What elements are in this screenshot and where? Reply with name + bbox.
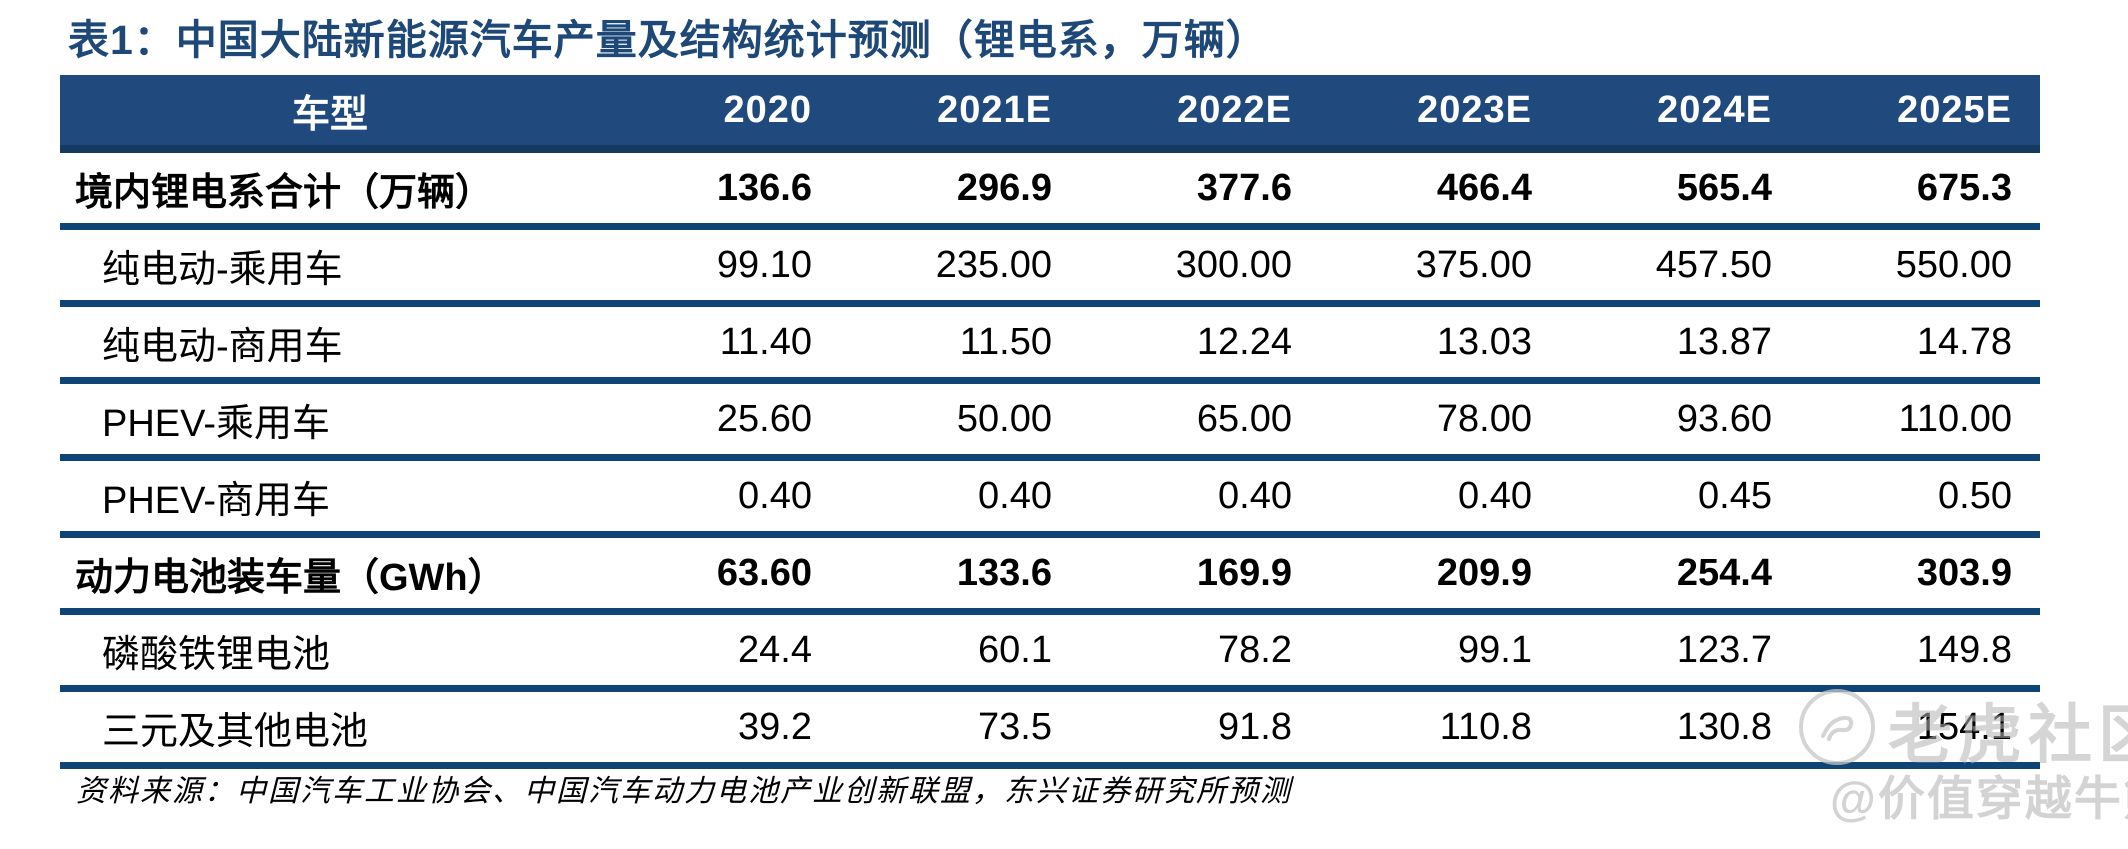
value-cell: 254.4 xyxy=(1560,534,1800,615)
value-cell: 91.8 xyxy=(1080,688,1320,769)
value-cell: 25.60 xyxy=(600,380,840,461)
value-cell: 149.8 xyxy=(1800,611,2040,692)
value-cell: 466.4 xyxy=(1320,149,1560,230)
row-label-cell: 纯电动-商用车 xyxy=(60,303,600,384)
watermark-user-handle: @价值穿越牛熊 xyxy=(1830,772,2128,825)
value-cell: 675.3 xyxy=(1800,149,2040,230)
table-row: 磷酸铁锂电池 24.4 60.1 78.2 99.1 123.7 149.8 xyxy=(60,611,2040,692)
value-cell: 169.9 xyxy=(1080,534,1320,615)
value-cell: 0.45 xyxy=(1560,457,1800,538)
value-cell: 375.00 xyxy=(1320,226,1560,307)
row-label-cell: 动力电池装车量（GWh） xyxy=(60,534,600,615)
value-cell: 110.8 xyxy=(1320,688,1560,769)
value-cell: 60.1 xyxy=(840,611,1080,692)
table-row: PHEV-商用车 0.40 0.40 0.40 0.40 0.45 0.50 xyxy=(60,457,2040,538)
column-header-2024e: 2024E xyxy=(1560,75,1800,153)
value-cell: 99.10 xyxy=(600,226,840,307)
value-cell: 99.1 xyxy=(1320,611,1560,692)
value-cell: 14.78 xyxy=(1800,303,2040,384)
value-cell: 0.40 xyxy=(600,457,840,538)
table-row: PHEV-乘用车 25.60 50.00 65.00 78.00 93.60 1… xyxy=(60,380,2040,461)
table-row: 境内锂电系合计（万辆） 136.6 296.9 377.6 466.4 565.… xyxy=(60,149,2040,230)
value-cell: 133.6 xyxy=(840,534,1080,615)
table-row: 纯电动-商用车 11.40 11.50 12.24 13.03 13.87 14… xyxy=(60,303,2040,384)
table-row: 动力电池装车量（GWh） 63.60 133.6 169.9 209.9 254… xyxy=(60,534,2040,615)
value-cell: 0.50 xyxy=(1800,457,2040,538)
value-cell: 209.9 xyxy=(1320,534,1560,615)
row-label-cell: 纯电动-乘用车 xyxy=(60,226,600,307)
value-cell: 300.00 xyxy=(1080,226,1320,307)
value-cell: 39.2 xyxy=(600,688,840,769)
column-header-2023e: 2023E xyxy=(1320,75,1560,153)
value-cell: 0.40 xyxy=(1320,457,1560,538)
column-header-vehicle-type: 车型 xyxy=(60,75,600,153)
value-cell: 78.2 xyxy=(1080,611,1320,692)
value-cell: 73.5 xyxy=(840,688,1080,769)
table-row: 纯电动-乘用车 99.10 235.00 300.00 375.00 457.5… xyxy=(60,226,2040,307)
value-cell: 63.60 xyxy=(600,534,840,615)
value-cell: 11.40 xyxy=(600,303,840,384)
table-header-row: 车型 2020 2021E 2022E 2023E 2024E 2025E xyxy=(60,75,2040,153)
value-cell: 123.7 xyxy=(1560,611,1800,692)
value-cell: 550.00 xyxy=(1800,226,2040,307)
value-cell: 93.60 xyxy=(1560,380,1800,461)
row-label-cell: PHEV-商用车 xyxy=(60,457,600,538)
value-cell: 136.6 xyxy=(600,149,840,230)
row-label-cell: 境内锂电系合计（万辆） xyxy=(60,149,600,230)
row-label-cell: PHEV-乘用车 xyxy=(60,380,600,461)
column-header-2025e: 2025E xyxy=(1800,75,2040,153)
table-row: 三元及其他电池 39.2 73.5 91.8 110.8 130.8 154.1 xyxy=(60,688,2040,769)
column-header-2020: 2020 xyxy=(600,75,840,153)
page-title: 表1：中国大陆新能源汽车产量及结构统计预测（锂电系，万辆） xyxy=(68,17,1268,63)
value-cell: 296.9 xyxy=(840,149,1080,230)
data-table: 车型 2020 2021E 2022E 2023E 2024E 2025E 境内… xyxy=(60,75,2040,769)
row-label-cell: 磷酸铁锂电池 xyxy=(60,611,600,692)
source-note: 资料来源：中国汽车工业协会、中国汽车动力电池产业创新联盟，东兴证券研究所预测 xyxy=(76,774,1292,809)
value-cell: 13.03 xyxy=(1320,303,1560,384)
value-cell: 13.87 xyxy=(1560,303,1800,384)
value-cell: 0.40 xyxy=(840,457,1080,538)
value-cell: 0.40 xyxy=(1080,457,1320,538)
value-cell: 457.50 xyxy=(1560,226,1800,307)
value-cell: 235.00 xyxy=(840,226,1080,307)
value-cell: 154.1 xyxy=(1800,688,2040,769)
value-cell: 130.8 xyxy=(1560,688,1800,769)
value-cell: 565.4 xyxy=(1560,149,1800,230)
value-cell: 78.00 xyxy=(1320,380,1560,461)
value-cell: 11.50 xyxy=(840,303,1080,384)
value-cell: 110.00 xyxy=(1800,380,2040,461)
value-cell: 12.24 xyxy=(1080,303,1320,384)
row-label-cell: 三元及其他电池 xyxy=(60,688,600,769)
column-header-2022e: 2022E xyxy=(1080,75,1320,153)
value-cell: 377.6 xyxy=(1080,149,1320,230)
column-header-2021e: 2021E xyxy=(840,75,1080,153)
value-cell: 303.9 xyxy=(1800,534,2040,615)
value-cell: 24.4 xyxy=(600,611,840,692)
value-cell: 65.00 xyxy=(1080,380,1320,461)
value-cell: 50.00 xyxy=(840,380,1080,461)
